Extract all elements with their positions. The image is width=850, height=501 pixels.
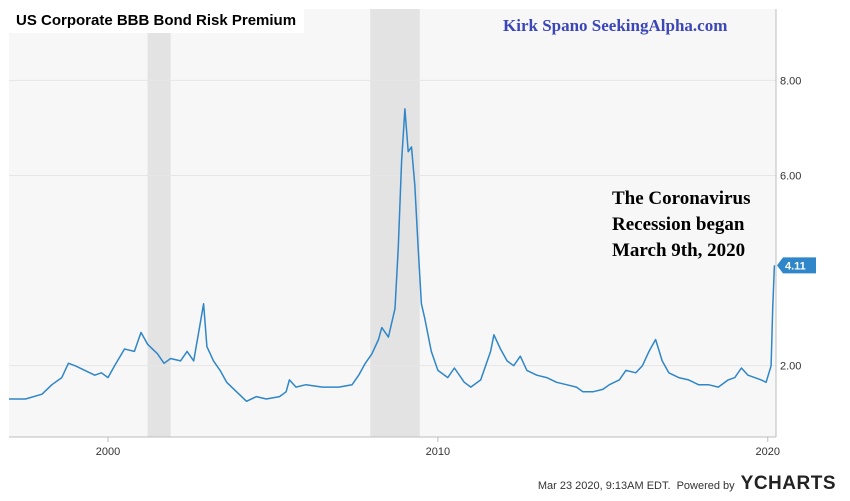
x-tick-label: 2020 — [756, 446, 780, 458]
recession-band-2 — [370, 9, 420, 437]
footer: Mar 23 2020, 9:13AM EDT. Powered by YCHA… — [538, 473, 836, 495]
footer-powered-by: Powered by — [676, 480, 735, 492]
series-line — [9, 108, 776, 403]
tick-labels: 2.00 6.00 8.00 2000 2010 2020 — [96, 75, 802, 458]
annotation-line-2: Recession began — [612, 214, 745, 235]
watermark: Kirk Spano SeekingAlpha.com — [503, 16, 728, 35]
x-tick-label: 2010 — [426, 446, 450, 458]
y-tick-label: 8.00 — [780, 75, 801, 87]
footer-timestamp: Mar 23 2020, 9:13AM EDT. — [537, 480, 671, 492]
gridlines — [9, 79, 776, 367]
recession-band-1 — [147, 9, 171, 437]
chart-title: US Corporate BBB Bond Risk Premium — [8, 8, 305, 33]
last-value-label: 4.11 — [785, 260, 806, 272]
y-tick-label: 6.00 — [780, 170, 801, 182]
ycharts-logo[interactable]: YCHARTS — [740, 473, 836, 494]
annotation-line-3: March 9th, 2020 — [612, 240, 746, 261]
last-value-badge — [777, 257, 816, 274]
x-tick-label: 2000 — [96, 446, 120, 458]
y-tick-label: 2.00 — [780, 361, 801, 373]
annotation: The Coronavirus Recession began March 9t… — [612, 186, 750, 264]
last-value-badge-group: 4.11 — [777, 257, 816, 274]
series-line-layer — [9, 108, 776, 403]
annotation-line-1: The Coronavirus — [612, 188, 751, 209]
